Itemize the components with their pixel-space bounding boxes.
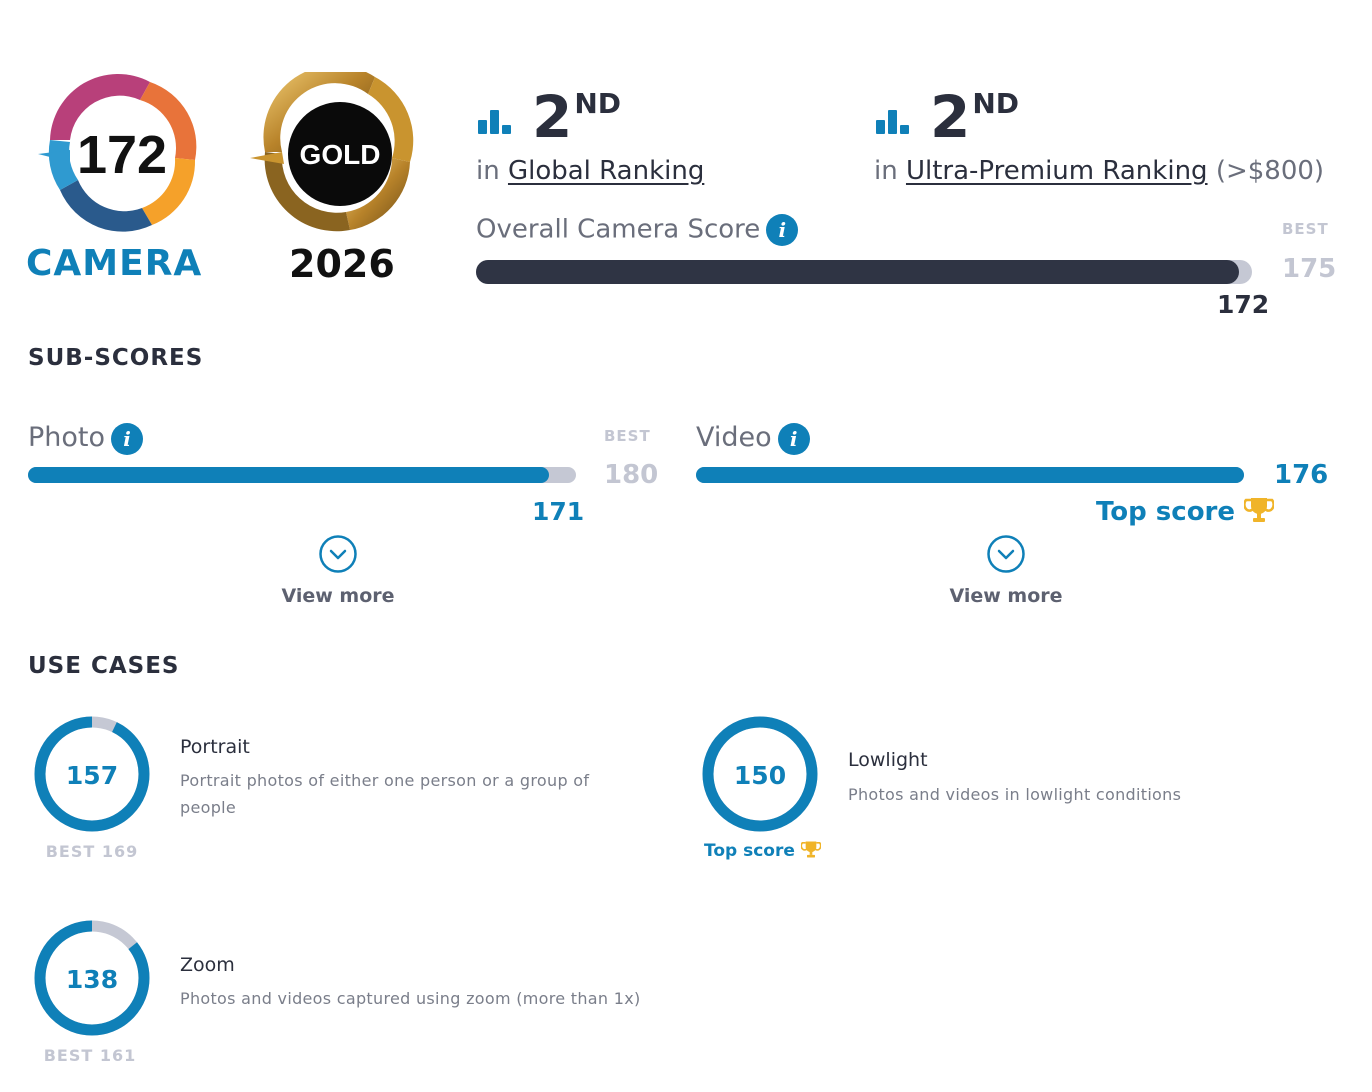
global-ranking-link[interactable]: Global Ranking	[507, 156, 705, 186]
overall-score-label-row: Overall Camera Score i	[476, 214, 799, 246]
view-more-label: View more	[281, 585, 395, 607]
segment-rank: 2ND	[930, 88, 1019, 146]
portrait-description: Portrait photos of either one person or …	[180, 767, 589, 821]
segment-ranking-prefix: in	[874, 156, 898, 186]
overall-best-label: BEST	[1282, 220, 1329, 238]
lowlight-description: Photos and videos in lowlight conditions	[848, 781, 1181, 808]
video-score-bar	[696, 467, 1244, 483]
overall-score-value: 172	[1217, 290, 1270, 319]
global-rank-number: 2	[532, 83, 573, 151]
photo-best-value: 180	[604, 460, 659, 490]
photo-view-more[interactable]: View more	[238, 535, 438, 607]
gold-label: GOLD	[300, 139, 381, 170]
zoom-best: BEST 161	[43, 1046, 137, 1065]
lowlight-score-donut: 150	[702, 716, 818, 832]
subscores-title: SUB-SCORES	[28, 345, 204, 371]
lowlight-score-value: 150	[734, 761, 786, 790]
video-score-bar-fill	[696, 467, 1244, 483]
top-score-label: Top score	[704, 841, 795, 861]
camera-label: CAMERA	[26, 243, 203, 284]
ranking-chart-icon	[478, 110, 511, 134]
global-rank-suffix: ND	[574, 87, 622, 120]
info-icon[interactable]: i	[777, 422, 810, 455]
info-icon[interactable]: i	[111, 422, 144, 455]
video-view-more[interactable]: View more	[906, 535, 1106, 607]
overall-best-value: 175	[1282, 254, 1337, 284]
view-more-label: View more	[949, 585, 1063, 607]
chevron-down-icon	[319, 535, 357, 573]
lowlight-title: Lowlight	[848, 749, 928, 771]
portrait-best: BEST 169	[45, 842, 139, 861]
camera-score-badge: 172	[38, 73, 197, 232]
camera-score-value: 172	[77, 125, 167, 185]
photo-label: Photo	[28, 422, 106, 453]
overall-score-bar	[476, 260, 1252, 284]
portrait-score-donut: 157	[34, 716, 150, 832]
segment-ranking-line: in Ultra-Premium Ranking (>$800)	[874, 156, 1324, 186]
portrait-description-line: people	[180, 798, 237, 817]
ranking-chart-icon	[876, 110, 909, 134]
info-icon[interactable]: i	[766, 214, 799, 246]
zoom-description-line: Photos and videos captured using zoom (m…	[180, 989, 641, 1008]
top-score-label: Top score	[1096, 497, 1236, 527]
lowlight-description-line: Photos and videos in lowlight conditions	[848, 785, 1182, 804]
gold-badge: GOLD	[250, 72, 414, 232]
zoom-score-value: 138	[66, 965, 118, 994]
overall-score-label: Overall Camera Score	[476, 214, 761, 245]
chevron-down-icon	[987, 535, 1025, 573]
ultra-premium-ranking-link[interactable]: Ultra-Premium Ranking	[905, 156, 1208, 186]
photo-score-bar	[28, 467, 576, 483]
global-ranking-line: in Global Ranking	[476, 156, 704, 186]
portrait-title: Portrait	[180, 736, 250, 758]
trophy-icon	[800, 841, 822, 858]
photo-score-value: 171	[532, 497, 585, 526]
trophy-icon	[1243, 498, 1275, 522]
segment-rank-suffix: ND	[972, 87, 1020, 120]
photo-best-label: BEST	[604, 427, 651, 445]
global-ranking-prefix: in	[476, 156, 500, 186]
zoom-description: Photos and videos captured using zoom (m…	[180, 985, 641, 1012]
global-rank: 2ND	[532, 88, 621, 146]
video-label-row: Video i	[696, 422, 810, 455]
portrait-score-value: 157	[66, 761, 118, 790]
lowlight-top-score: Top score	[704, 840, 822, 861]
video-score-value: 176	[1274, 460, 1329, 490]
photo-score-bar-fill	[28, 467, 549, 483]
overall-score-bar-fill	[476, 260, 1239, 284]
portrait-description-line: Portrait photos of either one person or …	[180, 771, 590, 790]
award-year: 2026	[289, 242, 395, 286]
video-top-score: Top score	[1096, 496, 1275, 527]
segment-rank-number: 2	[930, 83, 971, 151]
use-cases-title: USE CASES	[28, 653, 180, 679]
zoom-score-donut: 138	[34, 920, 150, 1036]
photo-label-row: Photo i	[28, 422, 144, 455]
zoom-title: Zoom	[180, 954, 235, 976]
segment-price-range: (>$800)	[1215, 156, 1325, 186]
video-label: Video	[696, 422, 772, 453]
